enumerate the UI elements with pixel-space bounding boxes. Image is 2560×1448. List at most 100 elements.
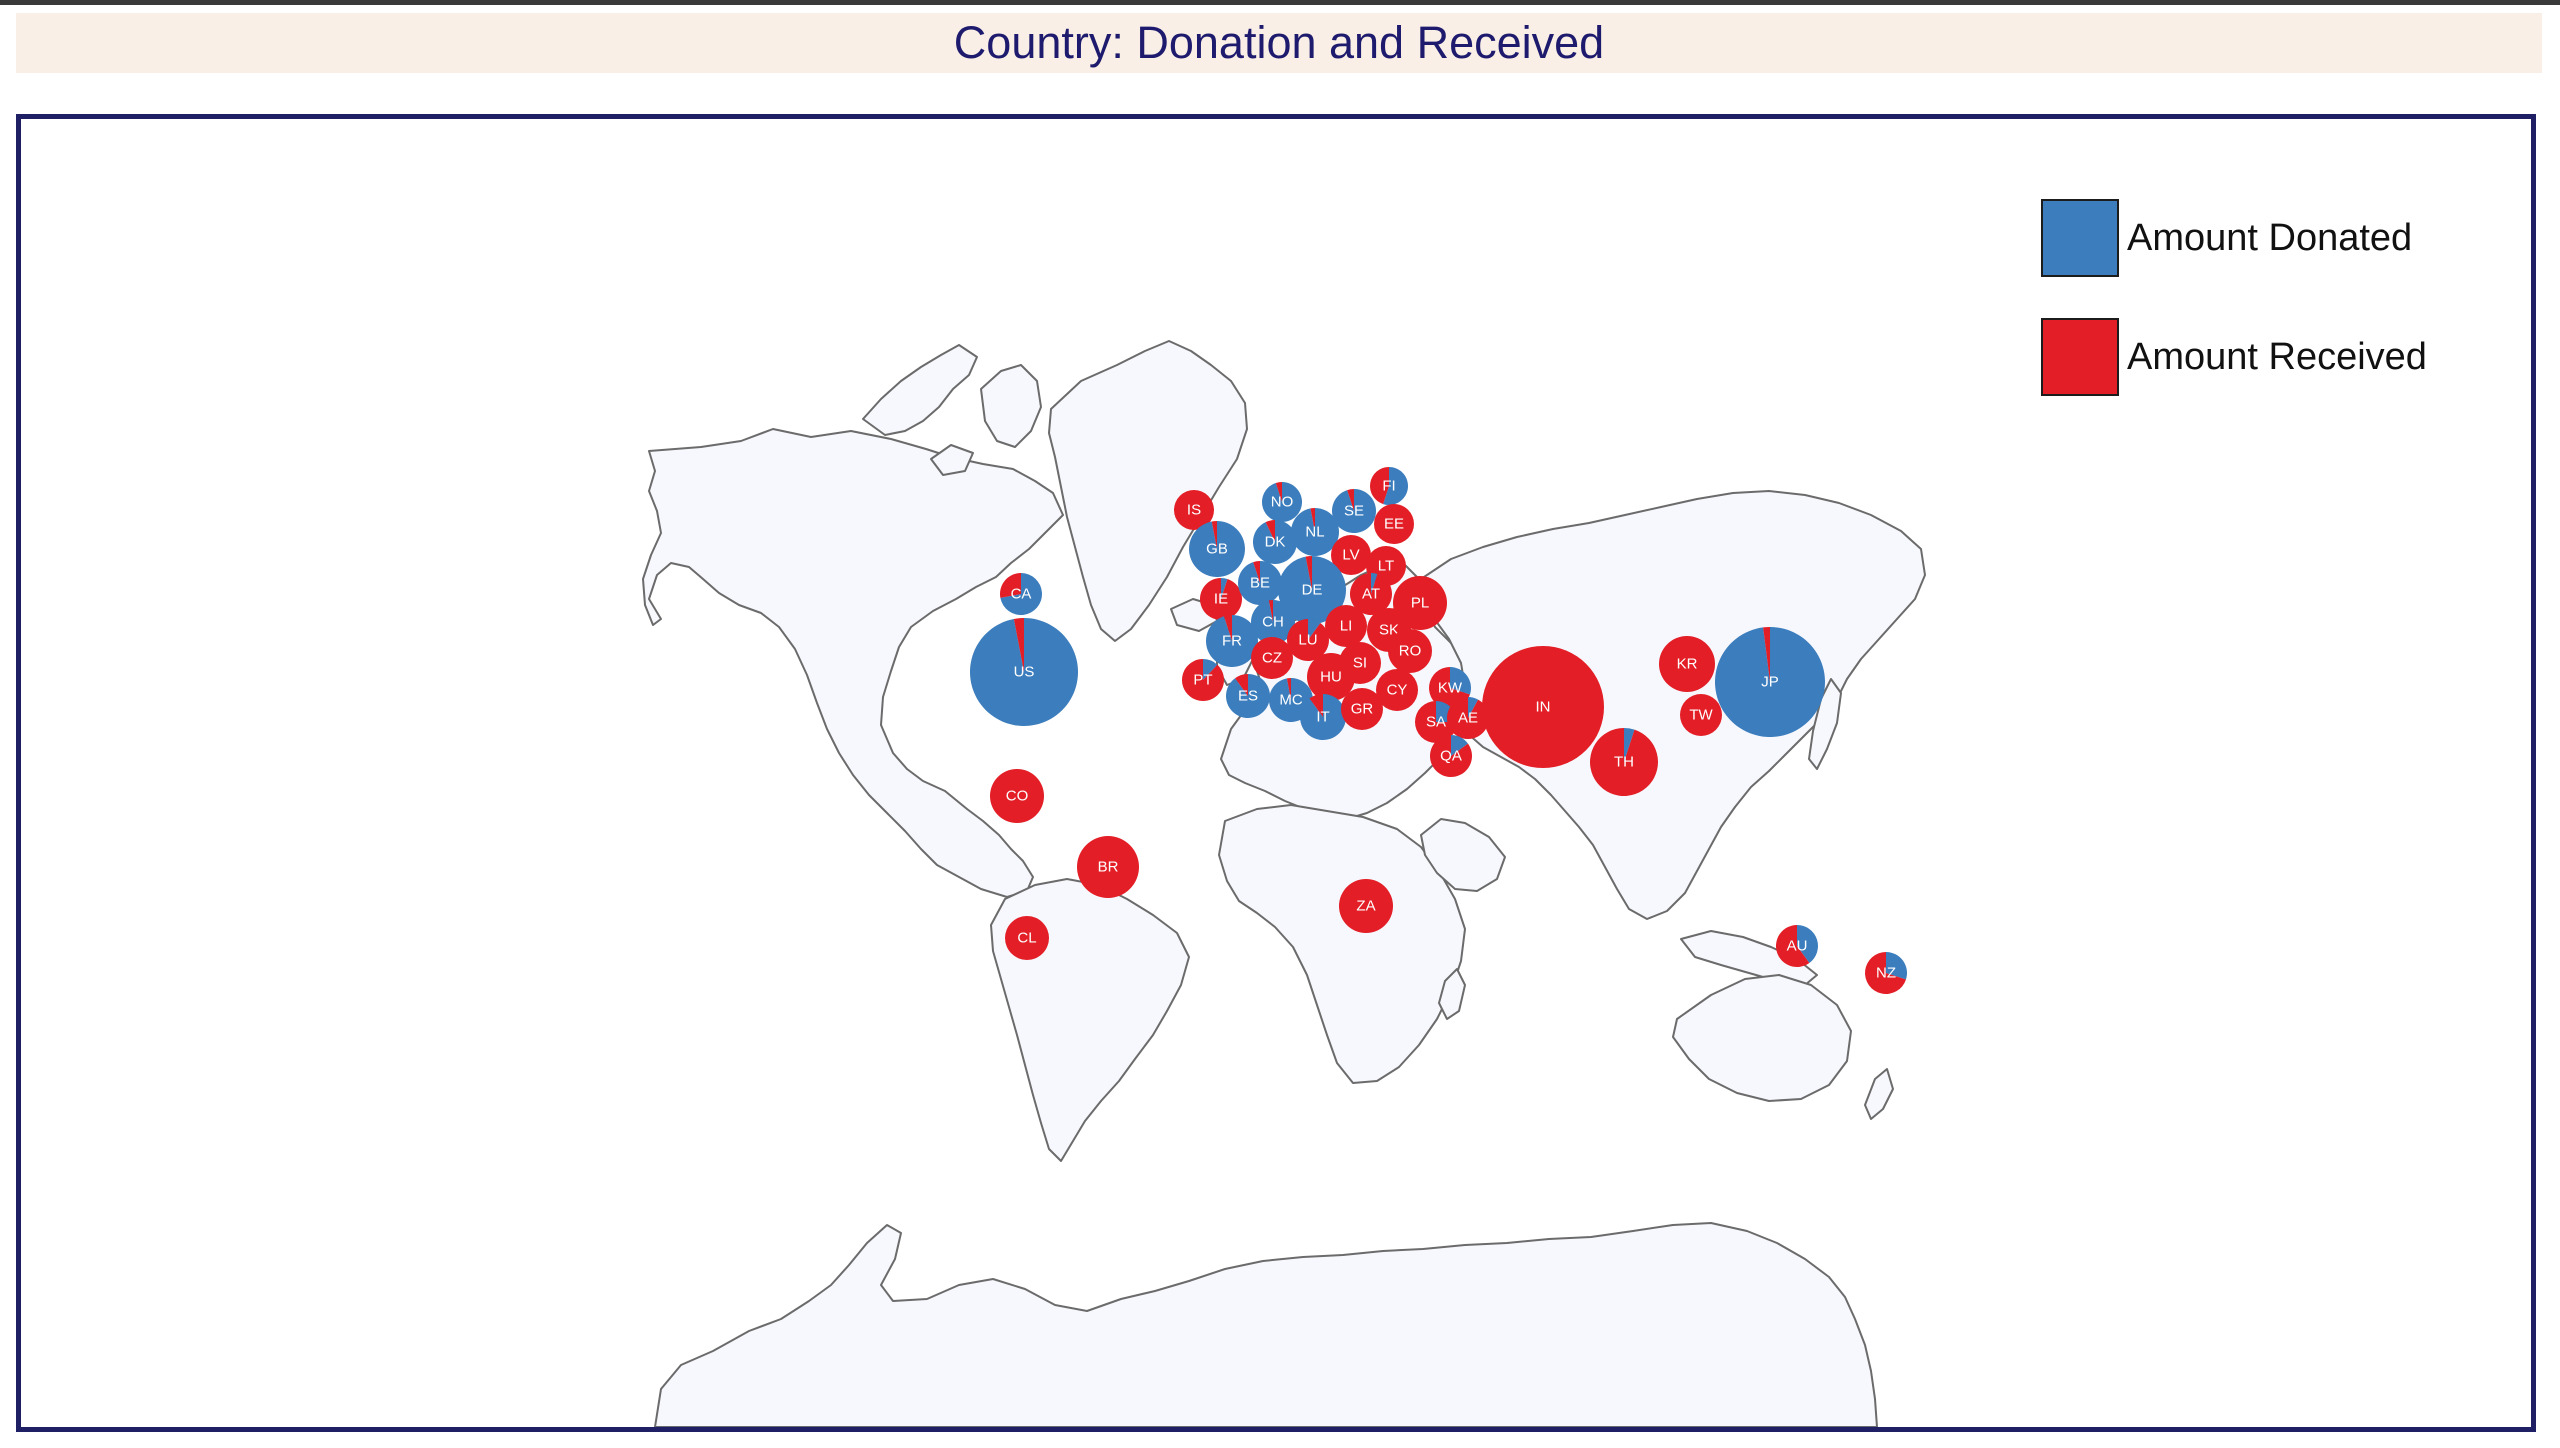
pie-slice-received-jp[interactable] <box>1763 627 1770 682</box>
country-pie-us[interactable]: US <box>969 618 1078 727</box>
pie-slice-received-us[interactable] <box>1013 618 1024 672</box>
country-pie-ro[interactable]: RO <box>1388 629 1432 673</box>
pie-slice-received-it[interactable] <box>1309 694 1323 717</box>
country-pie-cz[interactable]: CZ <box>1251 637 1293 679</box>
country-pie-es[interactable]: ES <box>1225 674 1271 719</box>
country-pie-co[interactable]: CO <box>990 769 1044 823</box>
pie-slice-received-ch[interactable] <box>1268 600 1273 622</box>
pie-slice-donated-jp[interactable] <box>1714 627 1825 737</box>
pie-slice-donated-lu[interactable] <box>1308 619 1321 640</box>
country-pie-se[interactable]: SE <box>1332 489 1377 533</box>
pie-slice-donated-th[interactable] <box>1624 728 1635 762</box>
pie-slice-received-ae[interactable] <box>1447 697 1490 739</box>
world-map[interactable]: US CA CO BR CL IS NO FI SE EE GB DK NL LV LT IE BE DE AT PL… <box>21 119 2531 1427</box>
pie-slice-received-tw[interactable] <box>1680 694 1722 736</box>
country-pie-ae[interactable]: AE <box>1447 697 1490 739</box>
pie-slice-received-qa[interactable] <box>1430 735 1473 777</box>
pie-slice-received-ro[interactable] <box>1388 629 1432 673</box>
pie-slice-received-mc[interactable] <box>1286 678 1291 700</box>
pie-slice-donated-it[interactable] <box>1300 694 1347 740</box>
country-pie-lu[interactable]: LU <box>1287 619 1330 662</box>
pie-slice-donated-at[interactable] <box>1371 573 1378 594</box>
country-pie-qa[interactable]: QA <box>1430 735 1473 777</box>
country-pie-gr[interactable]: GR <box>1341 688 1383 730</box>
country-pie-ca[interactable]: CA <box>1000 573 1042 615</box>
pie-slice-received-is[interactable] <box>1174 490 1214 530</box>
pie-slice-donated-ch[interactable] <box>1250 600 1295 644</box>
pie-slice-received-pt[interactable] <box>1182 659 1224 701</box>
country-pie-tw[interactable]: TW <box>1680 694 1722 736</box>
pie-slice-received-in[interactable] <box>1482 646 1604 768</box>
country-pie-ie[interactable]: IE <box>1200 578 1243 620</box>
pie-slice-donated-kw[interactable] <box>1450 667 1471 695</box>
pie-slice-received-cz[interactable] <box>1251 637 1293 679</box>
country-pie-jp[interactable]: JP <box>1714 627 1825 737</box>
country-pie-au[interactable]: AU <box>1776 925 1819 967</box>
country-pie-th[interactable]: TH <box>1589 728 1658 797</box>
pie-slice-received-nl[interactable] <box>1310 508 1315 532</box>
pie-slice-received-ee[interactable] <box>1374 504 1414 544</box>
pie-slice-received-dk[interactable] <box>1265 520 1275 542</box>
pie-slice-received-au[interactable] <box>1776 925 1810 967</box>
country-pie-za[interactable]: ZA <box>1339 879 1393 933</box>
pie-slice-received-gr[interactable] <box>1341 688 1383 730</box>
country-pie-pt[interactable]: PT <box>1182 659 1224 701</box>
pie-slice-donated-no[interactable] <box>1262 482 1303 522</box>
pie-slice-donated-us[interactable] <box>969 618 1078 727</box>
pie-slice-received-at[interactable] <box>1349 573 1392 615</box>
pie-slice-received-co[interactable] <box>990 769 1044 823</box>
pie-slice-received-se[interactable] <box>1347 489 1354 511</box>
pie-slice-received-pl[interactable] <box>1393 576 1447 630</box>
country-pie-cy[interactable]: CY <box>1376 669 1418 711</box>
pie-slice-received-nz[interactable] <box>1864 952 1906 994</box>
country-pie-be[interactable]: BE <box>1238 561 1282 605</box>
pie-slice-received-de[interactable] <box>1305 556 1312 590</box>
country-pie-hu[interactable]: HU <box>1307 653 1355 701</box>
country-pie-ee[interactable]: EE <box>1374 504 1414 544</box>
pie-slice-received-lu[interactable] <box>1287 619 1330 662</box>
country-pie-nl[interactable]: NL <box>1291 507 1339 556</box>
country-pie-br[interactable]: BR <box>1077 836 1139 898</box>
country-pie-at[interactable]: AT <box>1349 573 1392 615</box>
pie-slice-received-gb[interactable] <box>1211 521 1217 549</box>
pie-slice-received-hu[interactable] <box>1307 653 1355 701</box>
country-pie-in[interactable]: IN <box>1482 646 1604 768</box>
pie-slice-donated-pt[interactable] <box>1203 659 1218 680</box>
country-pie-lv[interactable]: LV <box>1331 535 1371 575</box>
pie-slice-received-no[interactable] <box>1275 482 1282 502</box>
pie-slice-received-sa[interactable] <box>1415 701 1457 743</box>
pie-slice-donated-nz[interactable] <box>1886 952 1907 980</box>
pie-slice-donated-qa[interactable] <box>1451 735 1468 756</box>
pie-slice-received-cy[interactable] <box>1376 669 1418 711</box>
country-pie-kr[interactable]: KR <box>1659 636 1715 692</box>
country-pie-dk[interactable]: DK <box>1252 520 1297 565</box>
country-pie-it[interactable]: IT <box>1300 694 1347 740</box>
pie-slice-received-za[interactable] <box>1339 879 1393 933</box>
pie-slice-donated-ie[interactable] <box>1221 578 1228 599</box>
pie-slice-received-fi[interactable] <box>1370 466 1389 505</box>
country-pie-nz[interactable]: NZ <box>1864 952 1907 994</box>
pie-slice-received-kw[interactable] <box>1428 667 1470 709</box>
pie-slice-received-kr[interactable] <box>1659 636 1715 692</box>
pie-slice-received-be[interactable] <box>1253 561 1260 583</box>
pie-slice-donated-au[interactable] <box>1797 925 1819 963</box>
pie-slice-donated-ae[interactable] <box>1468 697 1479 718</box>
country-pie-ch[interactable]: CH <box>1250 600 1295 644</box>
country-pie-is[interactable]: IS <box>1174 490 1214 530</box>
pie-slice-donated-fi[interactable] <box>1383 467 1408 506</box>
country-pie-fi[interactable]: FI <box>1370 466 1408 506</box>
pie-slice-received-fr[interactable] <box>1223 615 1232 641</box>
country-pie-no[interactable]: NO <box>1262 482 1303 522</box>
pie-slice-received-lv[interactable] <box>1331 535 1371 575</box>
pie-slice-donated-dk[interactable] <box>1252 520 1297 565</box>
pie-slice-received-es[interactable] <box>1235 674 1248 696</box>
country-pie-fr[interactable]: FR <box>1206 615 1259 667</box>
pie-slice-received-th[interactable] <box>1589 728 1658 797</box>
pie-slice-donated-fr[interactable] <box>1206 615 1259 667</box>
pie-slice-received-br[interactable] <box>1077 836 1139 898</box>
pie-slice-received-ca[interactable] <box>1000 573 1021 598</box>
country-pie-markers[interactable]: US CA CO BR CL IS NO FI SE EE GB DK NL LV LT IE BE DE AT PL… <box>969 466 1907 994</box>
country-pie-de[interactable]: DE <box>1278 556 1346 624</box>
pie-slice-received-ie[interactable] <box>1200 578 1243 620</box>
country-pie-cl[interactable]: CL <box>1005 916 1049 960</box>
